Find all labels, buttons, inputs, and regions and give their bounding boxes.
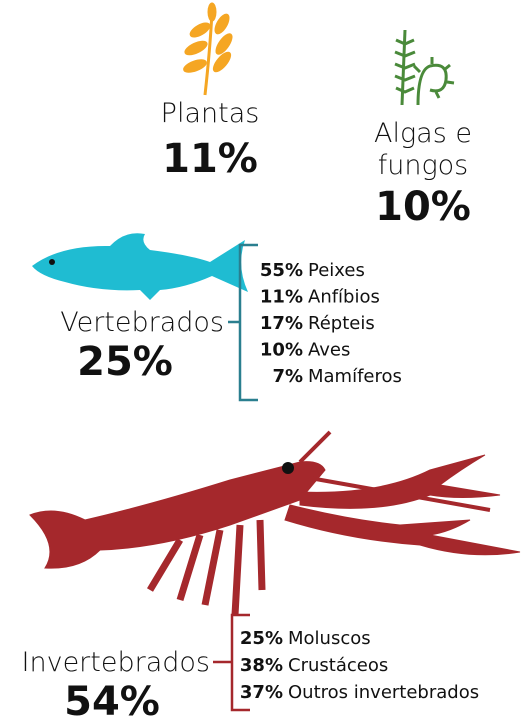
algae-icon bbox=[394, 29, 455, 106]
group-percent: 10% bbox=[375, 184, 471, 230]
item-label: Anfíbios bbox=[308, 287, 380, 308]
item-percent: 10% bbox=[260, 340, 303, 361]
group-name: Invertebrados bbox=[22, 647, 210, 678]
item-label: Aves bbox=[308, 340, 350, 361]
item-percent: 55% bbox=[260, 260, 303, 281]
group-percent: 11% bbox=[162, 136, 258, 182]
item-label: Peixes bbox=[308, 260, 365, 281]
item-percent: 11% bbox=[260, 287, 303, 308]
item-label: Crustáceos bbox=[288, 655, 388, 676]
item-percent: 25% bbox=[240, 628, 283, 649]
crayfish-icon bbox=[29, 430, 521, 616]
item-percent: 7% bbox=[272, 366, 303, 387]
item-label: Mamíferos bbox=[308, 366, 402, 387]
fish-icon bbox=[32, 233, 248, 300]
plant-icon bbox=[183, 2, 233, 96]
item-label: Outros invertebrados bbox=[288, 682, 479, 703]
bracket bbox=[228, 243, 258, 402]
item-label: Moluscos bbox=[288, 628, 371, 649]
group-name: fungos bbox=[378, 150, 469, 181]
bracket bbox=[213, 613, 250, 712]
item-percent: 37% bbox=[240, 682, 283, 703]
group-name: Algas e bbox=[374, 118, 472, 149]
group-name: Plantas bbox=[161, 98, 260, 129]
group-percent: 54% bbox=[64, 679, 160, 721]
item-label: Répteis bbox=[308, 313, 375, 334]
group-percent: 25% bbox=[77, 339, 173, 385]
item-percent: 38% bbox=[240, 655, 283, 676]
group-name: Vertebrados bbox=[60, 307, 224, 338]
item-percent: 17% bbox=[260, 313, 303, 334]
